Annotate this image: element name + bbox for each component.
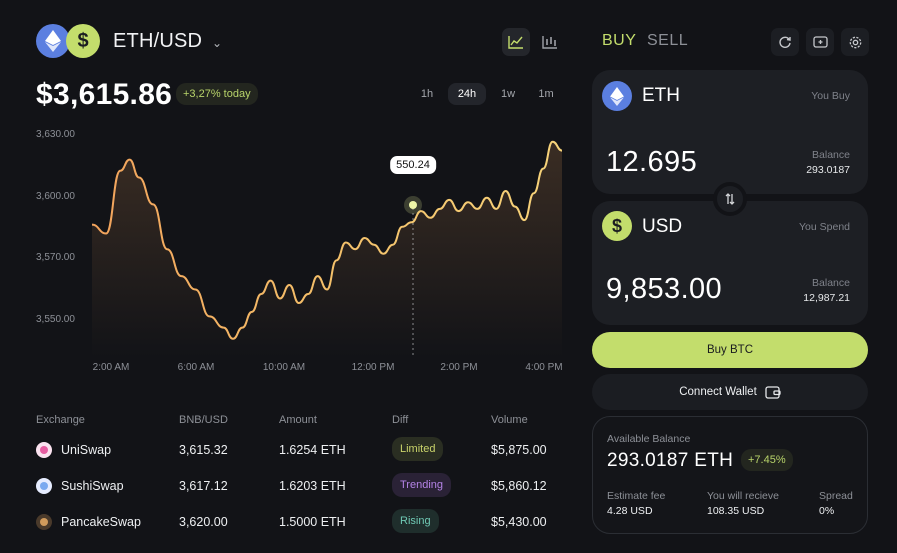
usd-coin-icon: $ — [602, 211, 632, 241]
y-tick-label: 3,600.00 — [36, 191, 75, 202]
exchange-volume: $5,430.00 — [491, 515, 547, 529]
tab-buy[interactable]: BUY — [602, 32, 637, 49]
wallet-icon — [765, 385, 781, 399]
timeframe-24h[interactable]: 24h — [448, 83, 486, 105]
buy-balance-label: Balance — [812, 149, 850, 161]
col-header-volume: Volume — [491, 414, 528, 426]
refresh-button[interactable] — [771, 28, 799, 56]
diff-badge: Rising — [392, 509, 439, 533]
spread-value: 0% — [819, 505, 835, 517]
eth-coin-icon — [36, 24, 70, 58]
line-chart-icon — [508, 36, 523, 49]
timeframe-1w[interactable]: 1w — [500, 88, 516, 100]
swap-button[interactable] — [713, 182, 747, 216]
buy-btc-button[interactable]: Buy BTC — [592, 332, 868, 368]
exchange-price: 3,615.32 — [179, 443, 228, 457]
buy-balance-value: 293.0187 — [806, 164, 850, 176]
candle-chart-button[interactable] — [536, 28, 564, 56]
pair-title: ETH/USD — [113, 30, 203, 52]
exchange-volume: $5,875.00 — [491, 443, 547, 457]
add-card-icon — [812, 36, 828, 48]
hover-point — [409, 201, 417, 209]
usd-coin-icon: $ — [66, 24, 100, 58]
exchange-name: PancakeSwap — [61, 515, 141, 529]
available-balance-value: 293.0187 ETH — [607, 450, 734, 471]
sushiswap-icon-dot — [40, 482, 48, 490]
spend-amount[interactable]: 9,853.00 — [606, 273, 723, 305]
col-header-price: BNB/USD — [179, 414, 228, 426]
x-tick-label: 2:00 PM — [440, 362, 478, 373]
spend-card[interactable]: $ USD You Spend 9,853.00 Balance 12,987.… — [592, 201, 868, 325]
connect-wallet-button[interactable]: Connect Wallet — [592, 374, 868, 410]
exchange-volume: $5,860.12 — [491, 479, 547, 493]
timeframe-1h[interactable]: 1h — [420, 88, 434, 100]
x-tick-label: 10:00 AM — [262, 362, 306, 373]
uniswap-icon-dot — [40, 446, 48, 454]
y-tick-label: 3,570.00 — [36, 252, 75, 263]
exchange-amount: 1.6203 ETH — [279, 479, 346, 493]
exchange-name: SushiSwap — [61, 479, 124, 493]
available-change-badge: +7.45% — [741, 449, 793, 471]
spend-balance-label: Balance — [812, 277, 850, 289]
gear-icon — [849, 36, 861, 48]
eth-coin-icon — [602, 81, 632, 111]
settings-button[interactable] — [841, 28, 869, 56]
add-card-button[interactable] — [806, 28, 834, 56]
available-balance-label: Available Balance — [607, 433, 691, 445]
receive-label: You will recieve — [707, 490, 779, 502]
y-tick-label: 3,630.00 — [36, 129, 75, 140]
y-tick-label: 3,550.00 — [36, 314, 75, 325]
col-header-amount: Amount — [279, 414, 317, 426]
buy-card[interactable]: ETH You Buy 12.695 Balance 293.0187 — [592, 70, 868, 194]
spread-label: Spread — [819, 490, 853, 502]
candle-chart-icon — [542, 36, 557, 49]
current-price: $3,615.86 — [36, 78, 173, 111]
price-area-fill — [92, 141, 562, 358]
buy-coin-label: ETH — [642, 85, 680, 106]
swap-arrows-icon — [725, 193, 735, 205]
pair-selector[interactable]: ETH/USD ⌄ — [113, 30, 222, 53]
diff-badge: Limited — [392, 437, 444, 461]
x-tick-label: 4:00 PM — [525, 362, 563, 373]
pancakeswap-icon — [36, 514, 52, 530]
chevron-down-icon: ⌄ — [211, 36, 223, 50]
price-chart[interactable] — [88, 118, 566, 358]
change-today-badge: +3,27% today — [176, 83, 258, 105]
pancakeswap-icon-dot — [40, 518, 48, 526]
x-tick-label: 6:00 AM — [177, 362, 215, 373]
col-header-exchange: Exchange — [36, 414, 85, 426]
available-balance-card: Available Balance 293.0187 ETH +7.45% Es… — [592, 416, 868, 534]
receive-value: 108.35 USD — [707, 505, 765, 517]
price-line — [91, 140, 563, 340]
exchange-amount: 1.6254 ETH — [279, 443, 346, 457]
chart-tooltip: 550.24 — [390, 156, 436, 174]
buy-amount[interactable]: 12.695 — [606, 146, 698, 178]
exchange-price: 3,620.00 — [179, 515, 228, 529]
tab-sell[interactable]: SELL — [647, 32, 689, 49]
timeframe-1m[interactable]: 1m — [538, 88, 554, 100]
x-tick-label: 12:00 PM — [351, 362, 395, 373]
you-buy-label: You Buy — [811, 90, 850, 102]
estimate-fee-value: 4.28 USD — [607, 505, 653, 517]
refresh-icon — [779, 36, 791, 48]
diff-badge: Trending — [392, 473, 452, 497]
spend-coin-label: USD — [642, 216, 683, 237]
connect-wallet-label: Connect Wallet — [679, 386, 757, 398]
line-chart-button[interactable] — [502, 28, 530, 56]
exchange-price: 3,617.12 — [179, 479, 228, 493]
you-spend-label: You Spend — [799, 221, 850, 233]
uniswap-icon — [36, 442, 52, 458]
spend-balance-value: 12,987.21 — [803, 292, 850, 304]
exchange-amount: 1.5000 ETH — [279, 515, 346, 529]
sushiswap-icon — [36, 478, 52, 494]
x-tick-label: 2:00 AM — [92, 362, 130, 373]
col-header-diff: Diff — [392, 414, 409, 426]
exchange-name: UniSwap — [61, 443, 112, 457]
estimate-fee-label: Estimate fee — [607, 490, 666, 502]
